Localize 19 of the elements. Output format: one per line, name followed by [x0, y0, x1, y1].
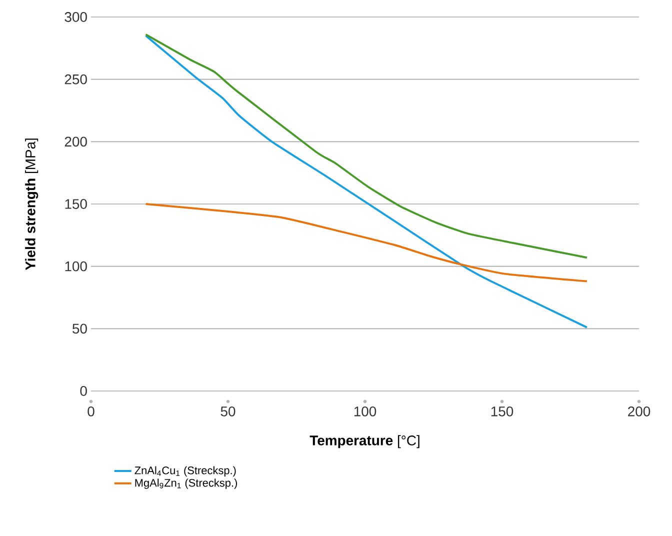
x-tick-label: 150 [491, 406, 514, 416]
y-tick-label: 100 [65, 261, 87, 272]
x-axis-title: Temperature [°C] [310, 435, 420, 448]
line-series [144, 33, 588, 259]
line-series [144, 203, 588, 282]
x-tick-label: 0 [88, 406, 94, 416]
y-tick-label: 150 [65, 199, 87, 209]
y-axis-title: Yield strength [MPa] [25, 138, 38, 270]
y-tick-label: 300 [64, 12, 87, 22]
y-tick-label: 250 [64, 74, 87, 84]
legend-label: MgAl$_{9}$Zn$_{1}$ (Strecksp.) [135, 478, 237, 489]
y-tick-label: 50 [72, 324, 87, 334]
x-tick-label: 200 [628, 406, 650, 416]
y-tick-label: 0 [80, 386, 87, 396]
x-tick-label: 50 [220, 406, 236, 416]
y-tick-label: 200 [64, 136, 87, 147]
legend-label: ZnAl$_{4}$Cu$_{1}$ (Strecksp.) [134, 466, 236, 476]
line-series [144, 34, 588, 328]
x-tick-label: 100 [354, 406, 376, 416]
